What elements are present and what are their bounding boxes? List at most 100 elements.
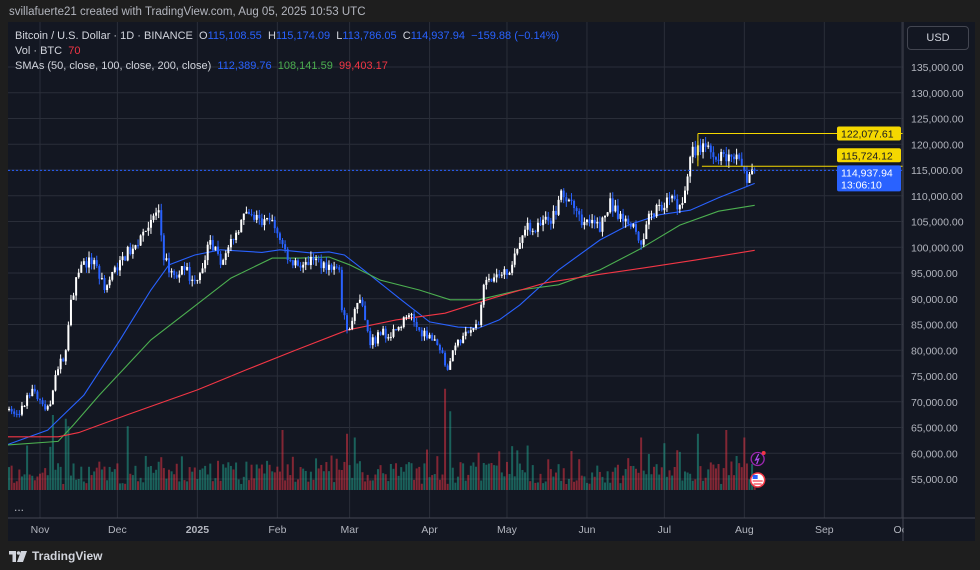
volume-bar bbox=[142, 482, 145, 490]
volume-bar bbox=[407, 462, 410, 490]
volume-bar bbox=[446, 483, 449, 490]
volume-bar bbox=[178, 481, 181, 490]
volume-bar bbox=[459, 462, 462, 490]
volume-bar bbox=[247, 480, 250, 490]
volume-bar bbox=[544, 481, 547, 490]
candle-body bbox=[413, 314, 416, 322]
lightning-event-icon[interactable] bbox=[750, 451, 766, 467]
candle-body bbox=[668, 197, 671, 199]
candle-body bbox=[106, 285, 109, 290]
candle-body bbox=[593, 219, 596, 224]
volume-bar bbox=[689, 473, 692, 490]
volume-bar bbox=[13, 482, 16, 490]
tradingview-brand[interactable]: TradingView bbox=[9, 549, 102, 563]
candle-body bbox=[598, 221, 601, 232]
volume-bar bbox=[51, 415, 54, 490]
open-value: 115,108.55 bbox=[207, 30, 262, 42]
candle-body bbox=[211, 240, 214, 251]
high-label: H bbox=[267, 30, 276, 42]
volume-bar bbox=[516, 450, 519, 490]
sma50-value: 112,389.76 bbox=[217, 60, 272, 72]
sma-lines bbox=[8, 182, 755, 446]
candle-body bbox=[619, 213, 622, 219]
sma-200-line bbox=[8, 249, 755, 438]
volume-label[interactable]: Vol · BTC bbox=[15, 45, 63, 57]
low-label: L bbox=[336, 30, 343, 42]
candle-body bbox=[462, 335, 465, 343]
candle-body bbox=[361, 299, 364, 306]
candle-body bbox=[567, 199, 570, 202]
candle-body bbox=[542, 219, 545, 226]
volume-bar bbox=[614, 467, 617, 490]
us-flag-event-icon[interactable] bbox=[749, 472, 766, 488]
volume-bar bbox=[472, 462, 475, 490]
candle-body bbox=[748, 174, 751, 183]
candle-body bbox=[389, 336, 392, 338]
candle-body bbox=[13, 411, 16, 414]
candle-body bbox=[689, 157, 692, 177]
volume-bar bbox=[413, 479, 416, 490]
candle-body bbox=[451, 350, 454, 362]
candle-body bbox=[694, 146, 697, 156]
volume-bar bbox=[578, 459, 581, 490]
currency-button[interactable]: USD bbox=[907, 26, 969, 50]
candle-body bbox=[573, 200, 576, 209]
candle-body bbox=[8, 408, 11, 410]
candle-body bbox=[103, 278, 106, 290]
candle-body bbox=[441, 350, 444, 353]
candle-body bbox=[438, 344, 441, 351]
volume-bar bbox=[727, 475, 730, 490]
notification-dot bbox=[761, 451, 766, 455]
change-value: −159.88 (−0.14%) bbox=[471, 30, 560, 42]
volume-bar bbox=[490, 463, 493, 490]
candle-body bbox=[493, 277, 496, 282]
volume-bar bbox=[276, 466, 279, 490]
grid bbox=[8, 22, 903, 518]
volume-bar bbox=[369, 480, 372, 490]
volume-bar bbox=[560, 480, 563, 490]
candle-body bbox=[297, 260, 299, 266]
volume-bar bbox=[23, 474, 26, 490]
candle-body bbox=[601, 217, 604, 232]
volume-bar bbox=[475, 466, 478, 490]
volume-bar bbox=[299, 467, 302, 490]
candle-body bbox=[46, 406, 49, 410]
candle-body bbox=[751, 169, 754, 175]
candle-body bbox=[544, 216, 547, 220]
candle-body bbox=[258, 214, 261, 219]
candle-body bbox=[229, 239, 232, 248]
sma-label[interactable]: SMAs (50, close, 100, close, 200, close) bbox=[15, 60, 212, 72]
candle-body bbox=[400, 326, 403, 328]
volume-bar bbox=[64, 418, 67, 490]
candle-body bbox=[266, 218, 269, 220]
candle-body bbox=[722, 151, 725, 154]
volume-bar bbox=[118, 483, 121, 490]
volume-bar bbox=[539, 473, 542, 490]
volume-bar bbox=[397, 475, 400, 490]
volume-bar bbox=[227, 462, 230, 490]
volume-bar bbox=[250, 464, 253, 490]
candle-body bbox=[214, 246, 217, 251]
volume-bar bbox=[149, 465, 152, 490]
volume-bar bbox=[356, 463, 359, 490]
volume-bar bbox=[201, 468, 204, 490]
volume-bar bbox=[562, 468, 565, 490]
candle-body bbox=[459, 339, 462, 343]
candle-body bbox=[588, 219, 591, 224]
volume-bar bbox=[627, 458, 630, 490]
volume-bar bbox=[62, 483, 65, 490]
volume-bar bbox=[660, 467, 663, 490]
candle-body bbox=[116, 267, 119, 271]
more-button[interactable]: ... bbox=[14, 500, 25, 514]
candle-body bbox=[338, 267, 341, 270]
candle-body bbox=[684, 190, 686, 203]
volume-bar bbox=[637, 472, 640, 490]
candle-body bbox=[402, 317, 405, 327]
symbol-title[interactable]: Bitcoin / U.S. Dollar · 1D · BINANCE bbox=[15, 30, 193, 42]
volume-bar bbox=[588, 483, 591, 490]
chart-panel[interactable]: 135,000.00 130,000.00 125,000.00 120,000.00… bbox=[8, 22, 975, 541]
volume-bar bbox=[180, 456, 183, 490]
candle-body bbox=[557, 199, 560, 215]
candlestick-chart[interactable]: 135,000.00 130,000.00 125,000.00 120,000.00… bbox=[8, 22, 975, 541]
candle-body bbox=[247, 211, 250, 215]
